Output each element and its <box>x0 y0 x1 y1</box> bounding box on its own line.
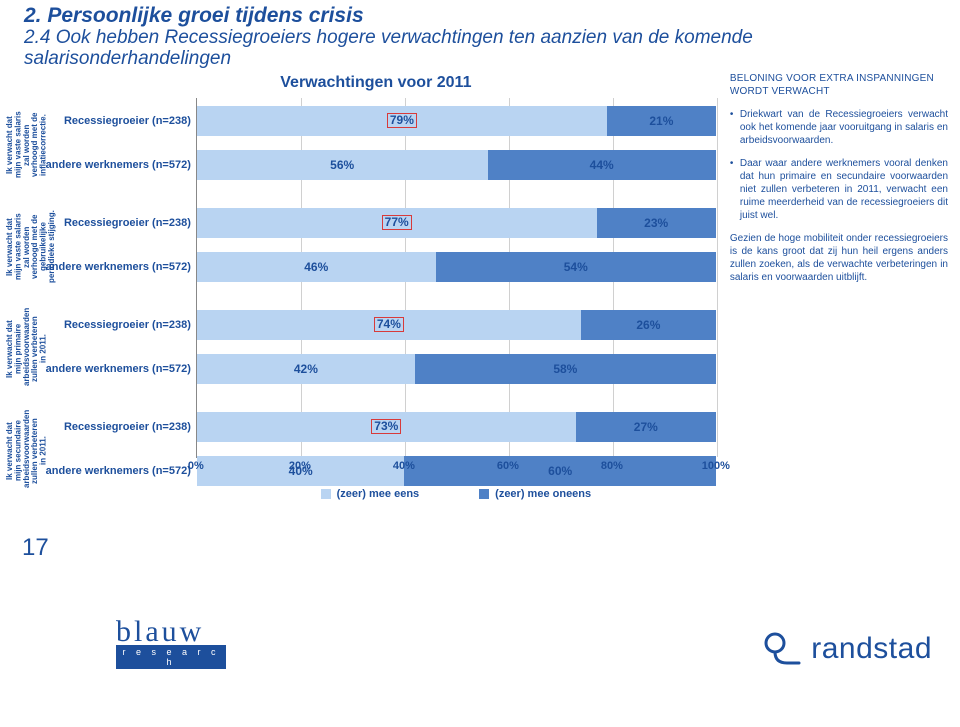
chart-title: Verwachtingen voor 2011 <box>36 74 716 92</box>
bar-segment-disagree: 44% <box>488 150 716 180</box>
legend-swatch <box>321 489 331 499</box>
legend-swatch <box>479 489 489 499</box>
bar-row: Recessiegroeier (n=238)77%23% <box>197 208 716 238</box>
bar-row-label: Recessiegroeier (n=238) <box>37 319 197 331</box>
bar-segment-disagree: 27% <box>576 412 716 442</box>
bar-segment-agree: 74% <box>197 310 581 340</box>
bar-segment-agree: 46% <box>197 252 436 282</box>
y-category-labels: Ik verwacht dat mijn vaste salaris zal w… <box>0 72 30 500</box>
bar-row-label: Recessiegroeier (n=238) <box>37 115 197 127</box>
bar-row: andere werknemers (n=572)42%58% <box>197 354 716 384</box>
randstad-mark-icon <box>763 629 803 669</box>
commentary-sidebar: BELONING VOOR EXTRA INSPANNINGEN WORDT V… <box>716 72 948 500</box>
bar-row-label: Recessiegroeier (n=238) <box>37 217 197 229</box>
bar-row: andere werknemers (n=572)56%44% <box>197 150 716 180</box>
legend-item-agree: (zeer) mee eens <box>321 488 420 500</box>
bar-row: Recessiegroeier (n=238)74%26% <box>197 310 716 340</box>
chart-column: Verwachtingen voor 2011 Recessiegroeier … <box>30 72 716 500</box>
x-tick: 0% <box>188 460 204 472</box>
chart-plot-area: Recessiegroeier (n=238)79%21% andere werk… <box>196 98 716 458</box>
randstad-logo: randstad <box>763 629 932 669</box>
bar-segment-agree: 42% <box>197 354 415 384</box>
x-tick: 20% <box>289 460 311 472</box>
section-subtitle: 2.4 Ook hebben Recessiegroeiers hogere v… <box>24 28 960 70</box>
slide-number: 17 <box>22 534 49 562</box>
bar-segment-disagree: 21% <box>607 106 716 136</box>
bar-segment-agree: 79% <box>197 106 607 136</box>
bar-row-label: andere werknemers (n=572) <box>37 465 197 477</box>
bar-segment-disagree: 54% <box>436 252 716 282</box>
section-title: 2. Persoonlijke groei tijdens crisis <box>24 4 960 28</box>
bar-row-label: Recessiegroeier (n=238) <box>37 421 197 433</box>
bar-segment-agree: 77% <box>197 208 597 238</box>
bar-row: Recessiegroeier (n=238)79%21% <box>197 106 716 136</box>
randstad-name: randstad <box>811 632 932 666</box>
chart-legend: (zeer) mee eens (zeer) mee oneens <box>196 488 716 500</box>
x-tick: 60% <box>497 460 519 472</box>
sidebar-title: BELONING VOOR EXTRA INSPANNINGEN WORDT V… <box>730 72 948 98</box>
x-tick: 40% <box>393 460 415 472</box>
x-tick: 100% <box>702 460 730 472</box>
blauw-name: blauw <box>116 615 204 648</box>
bar-row-label: andere werknemers (n=572) <box>37 261 197 273</box>
bar-row: Recessiegroeier (n=238)73%27% <box>197 412 716 442</box>
legend-item-disagree: (zeer) mee oneens <box>479 488 591 500</box>
gridline <box>717 98 718 457</box>
legend-label: (zeer) mee eens <box>337 488 420 500</box>
sidebar-para: Daar waar andere werknemers vooral denke… <box>730 157 948 222</box>
bar-segment-disagree: 23% <box>597 208 716 238</box>
bar-segment-disagree: 26% <box>581 310 716 340</box>
slide-heading: 2. Persoonlijke groei tijdens crisis 2.4… <box>0 0 960 70</box>
blauw-subtitle: r e s e a r c h <box>116 645 226 669</box>
bar-segment-disagree: 58% <box>415 354 716 384</box>
sidebar-para: Gezien de hoge mobiliteit onder recessie… <box>730 232 948 284</box>
bar-segment-agree: 56% <box>197 150 488 180</box>
footer-logos: blauw r e s e a r c h randstad <box>0 607 960 677</box>
sidebar-para: Driekwart van de Recessiegroeiers verwac… <box>730 108 948 147</box>
bar-segment-agree: 73% <box>197 412 576 442</box>
blauw-logo: blauw r e s e a r c h <box>116 615 226 669</box>
content-area: Ik verwacht dat mijn vaste salaris zal w… <box>0 70 960 500</box>
bar-row-label: andere werknemers (n=572) <box>37 159 197 171</box>
x-axis: 0%20%40%60%80%100% <box>196 458 716 478</box>
legend-label: (zeer) mee oneens <box>495 488 591 500</box>
bar-row: andere werknemers (n=572)46%54% <box>197 252 716 282</box>
bar-row-label: andere werknemers (n=572) <box>37 363 197 375</box>
x-tick: 80% <box>601 460 623 472</box>
